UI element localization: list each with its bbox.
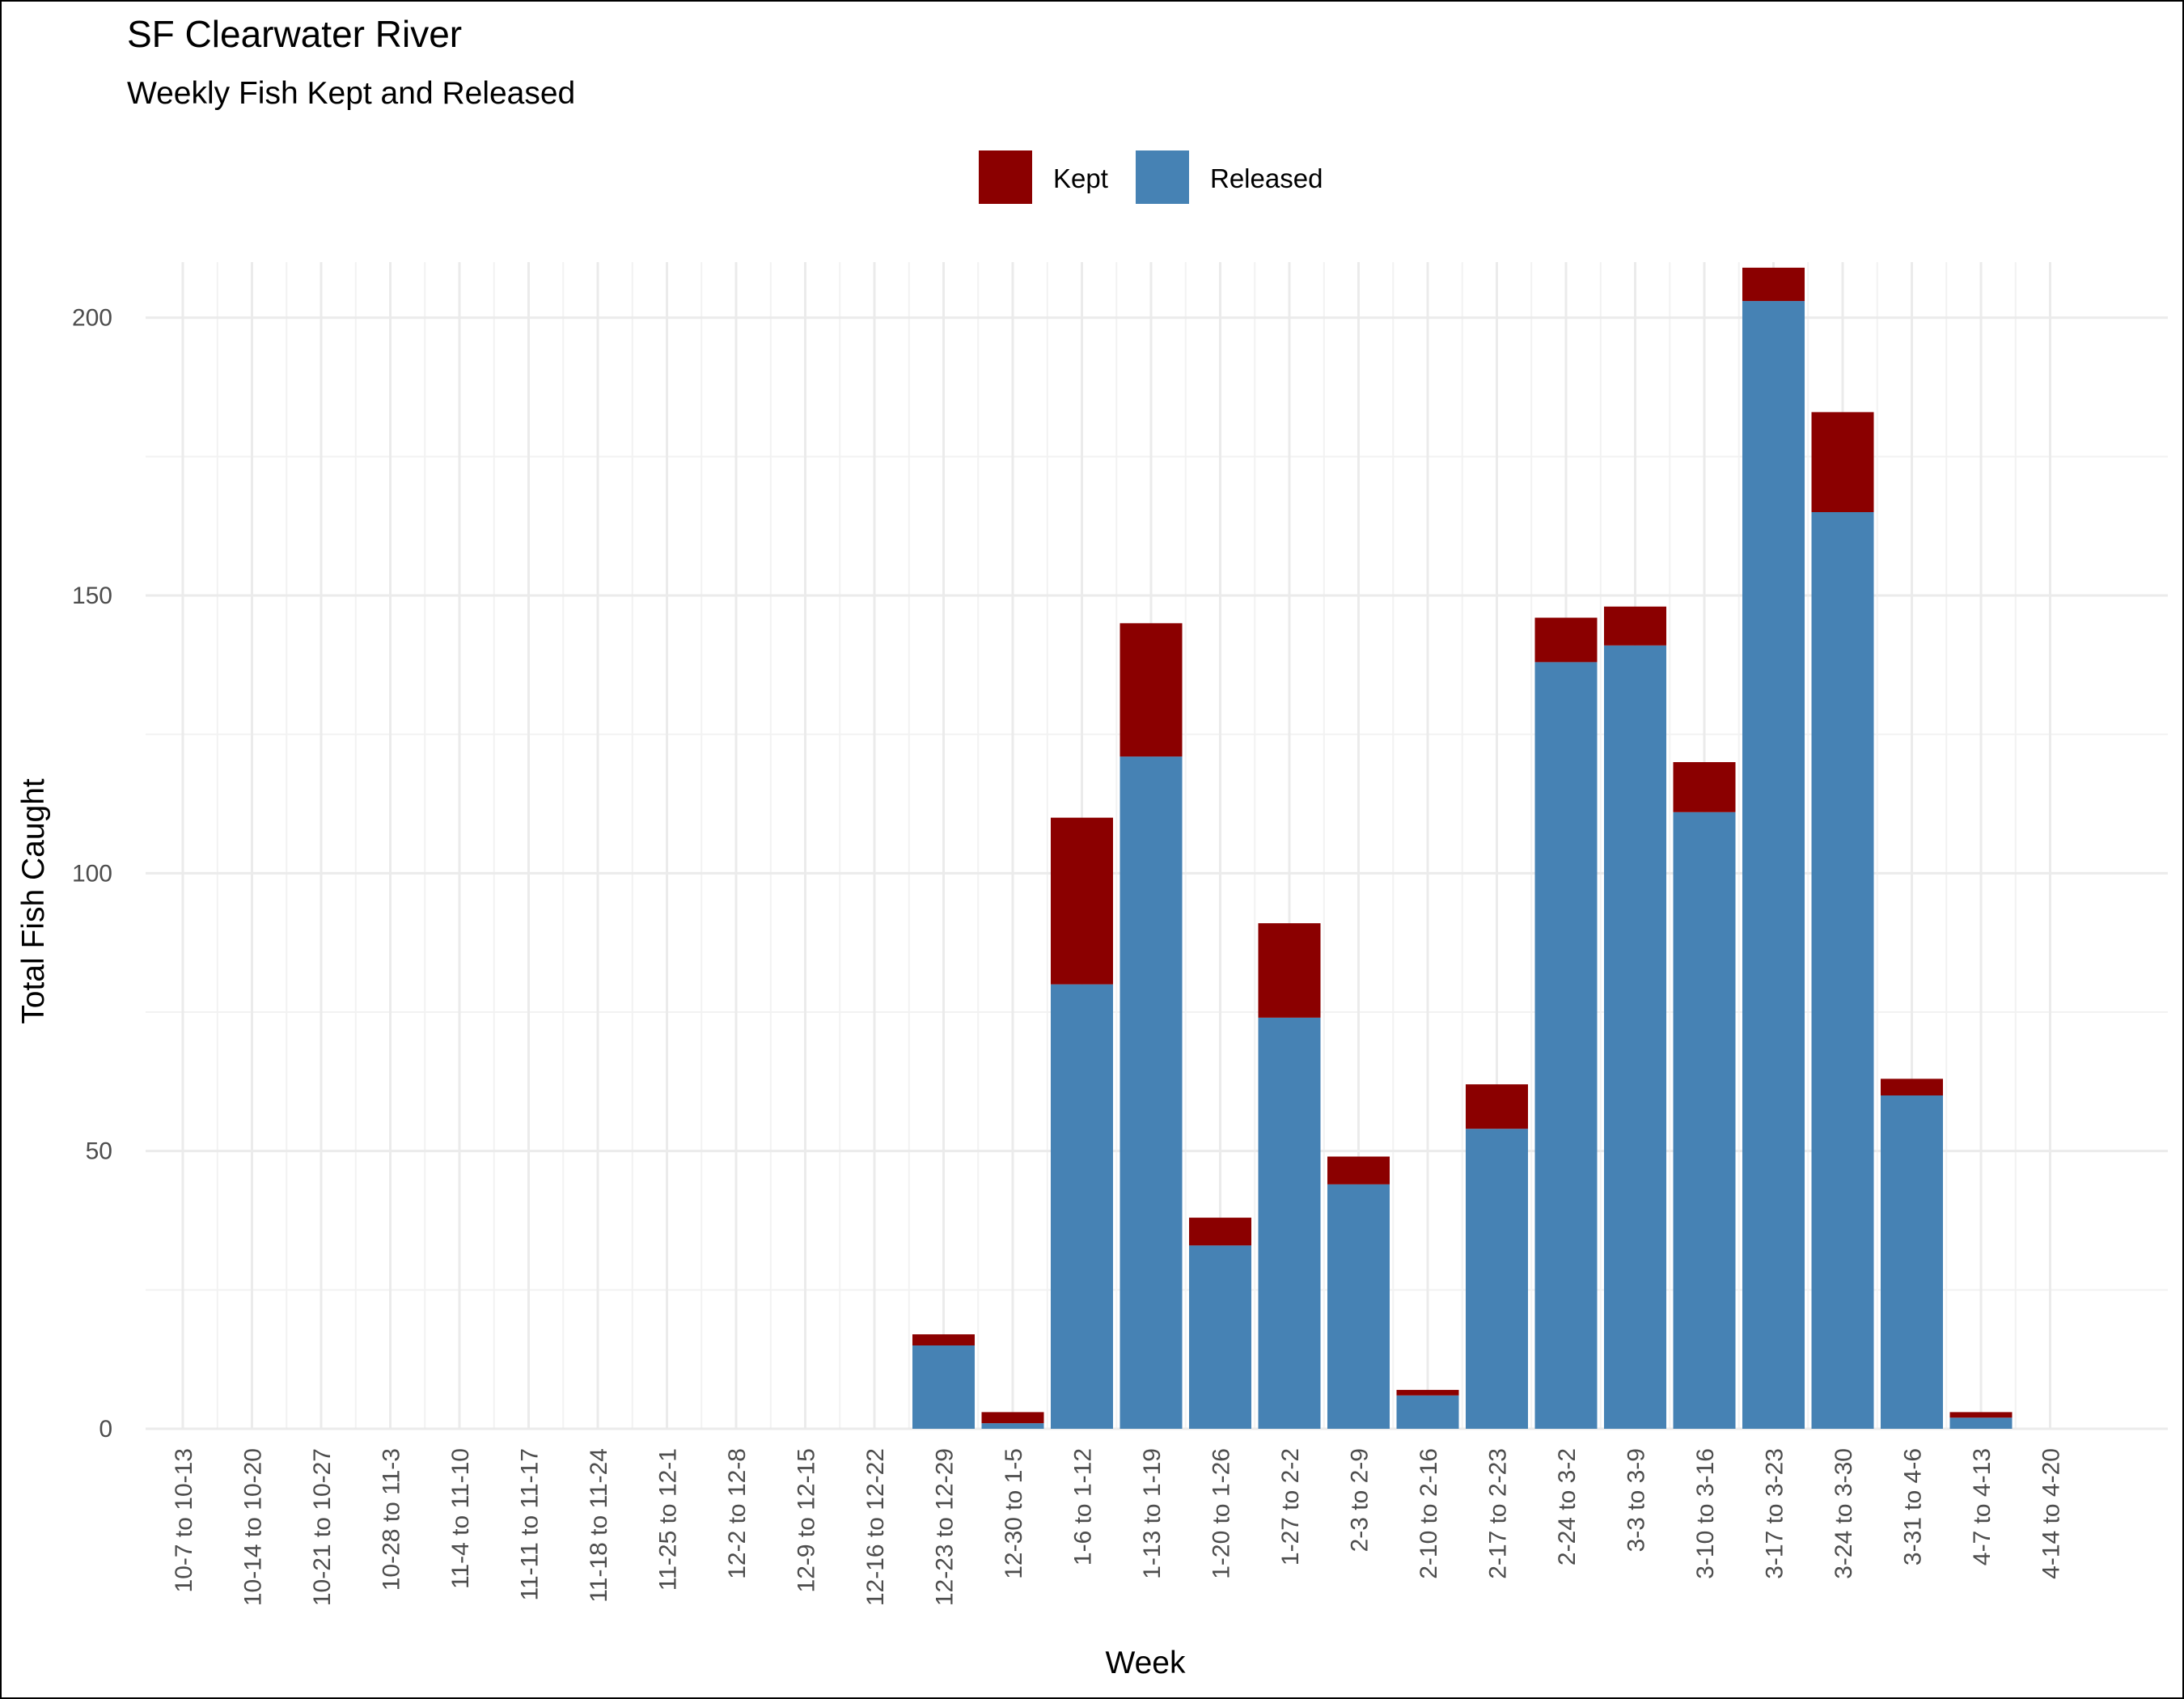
bar-released-2-10-to-2-16 (1396, 1395, 1459, 1429)
bar-kept-1-27-to-2-2 (1258, 923, 1321, 1018)
bar-released-3-10-to-3-16 (1673, 811, 1736, 1429)
x-tick-label: 2-10 to 2-16 (1416, 1448, 1442, 1579)
x-tick-label: 2-24 to 3-2 (1554, 1448, 1581, 1566)
bar-kept-4-7-to-4-13 (1949, 1412, 2013, 1418)
x-tick-label: 1-20 to 1-26 (1208, 1448, 1235, 1579)
x-tick-label: 2-3 to 2-9 (1347, 1448, 1373, 1552)
y-tick-label: 50 (86, 1138, 112, 1165)
x-tick-label: 10-28 to 11-3 (379, 1448, 405, 1591)
x-tick-label: 11-11 to 11-17 (517, 1448, 544, 1600)
bar-kept-3-17-to-3-23 (1742, 267, 1805, 302)
bar-released-4-7-to-4-13 (1949, 1417, 2013, 1429)
y-tick-label: 100 (72, 860, 112, 887)
legend-swatch-kept (979, 150, 1032, 204)
x-tick-label: 3-31 to 4-6 (1900, 1448, 1927, 1566)
legend-swatch-released (1136, 150, 1189, 204)
bar-kept-3-31-to-4-6 (1881, 1078, 1943, 1095)
legend: Kept Released (979, 150, 1323, 204)
bar-released-1-13-to-1-19 (1120, 756, 1183, 1429)
x-tick-label: 12-9 to 12-15 (794, 1448, 820, 1592)
bar-released-1-27-to-2-2 (1258, 1017, 1321, 1429)
x-tick-label: 11-4 to 11-10 (447, 1448, 474, 1589)
x-tick-label: 4-14 to 4-20 (2038, 1448, 2065, 1579)
chart-subtitle: Weekly Fish Kept and Released (127, 76, 575, 111)
bar-released-3-17-to-3-23 (1742, 301, 1805, 1430)
x-tick-label: 1-6 to 1-12 (1070, 1448, 1097, 1566)
tick-layer: 0 50 100 150 200 10-7 to 10-13 10-14 to 10-20 1… (72, 305, 2065, 1606)
x-tick-label: 10-21 to 10-27 (309, 1448, 336, 1606)
bar-released-1-20-to-1-26 (1189, 1245, 1251, 1429)
bar-kept-2-17-to-2-23 (1466, 1084, 1528, 1129)
x-axis-title: Week (1106, 1646, 1186, 1680)
x-tick-label: 3-10 to 3-16 (1692, 1448, 1719, 1579)
bar-released-2-3-to-2-9 (1327, 1184, 1390, 1429)
y-tick-label: 150 (72, 583, 112, 609)
x-tick-label: 12-2 to 12-8 (724, 1448, 751, 1579)
bar-released-3-3-to-3-9 (1604, 645, 1666, 1429)
x-tick-label: 1-13 to 1-19 (1139, 1448, 1166, 1579)
bar-kept-1-13-to-1-19 (1120, 623, 1183, 757)
bar-kept-1-20-to-1-26 (1189, 1218, 1251, 1246)
bar-kept-2-3-to-2-9 (1327, 1156, 1390, 1184)
x-tick-label: 12-16 to 12-22 (862, 1448, 889, 1606)
bar-kept-12-30-to-1-5 (981, 1412, 1044, 1424)
x-tick-label: 3-3 to 3-9 (1623, 1448, 1650, 1552)
y-tick-label: 200 (72, 305, 112, 332)
bar-kept-2-10-to-2-16 (1396, 1389, 1459, 1396)
bar-released-3-31-to-4-6 (1881, 1095, 1943, 1429)
x-tick-label: 1-27 to 2-2 (1277, 1448, 1304, 1566)
y-tick-label: 0 (99, 1416, 112, 1443)
x-tick-label: 12-30 to 1-5 (1001, 1448, 1027, 1579)
bar-layer (912, 267, 2013, 1430)
x-tick-label: 3-24 to 3-30 (1831, 1448, 1857, 1579)
bar-kept-3-10-to-3-16 (1673, 762, 1736, 812)
bar-kept-3-24-to-3-30 (1811, 412, 1874, 512)
x-tick-label: 2-17 to 2-23 (1485, 1448, 1512, 1579)
legend-label-kept: Kept (1053, 163, 1108, 193)
bar-released-2-24-to-3-2 (1534, 662, 1598, 1429)
legend-label-released: Released (1210, 163, 1323, 193)
bar-kept-3-3-to-3-9 (1604, 606, 1666, 646)
x-tick-label: 12-23 to 12-29 (932, 1448, 959, 1606)
bar-released-12-30-to-1-5 (981, 1423, 1044, 1429)
x-tick-label: 10-14 to 10-20 (240, 1448, 267, 1606)
x-tick-label: 4-7 to 4-13 (1969, 1448, 1996, 1566)
x-tick-label: 11-25 to 12-1 (655, 1448, 682, 1591)
bar-kept-2-24-to-3-2 (1534, 617, 1598, 663)
bar-released-2-17-to-2-23 (1466, 1129, 1528, 1429)
bar-released-3-24-to-3-30 (1811, 512, 1874, 1429)
x-tick-label: 3-17 to 3-23 (1762, 1448, 1788, 1579)
x-tick-label: 11-18 to 11-24 (586, 1448, 612, 1603)
chart-title: SF Clearwater River (127, 13, 462, 55)
x-tick-label: 10-7 to 10-13 (171, 1448, 197, 1592)
bar-released-12-23-to-12-29 (912, 1345, 975, 1429)
y-axis-title: Total Fish Caught (16, 778, 51, 1024)
bar-released-1-6-to-1-12 (1051, 984, 1113, 1429)
bar-kept-1-6-to-1-12 (1051, 817, 1113, 985)
bar-kept-12-23-to-12-29 (912, 1334, 975, 1345)
